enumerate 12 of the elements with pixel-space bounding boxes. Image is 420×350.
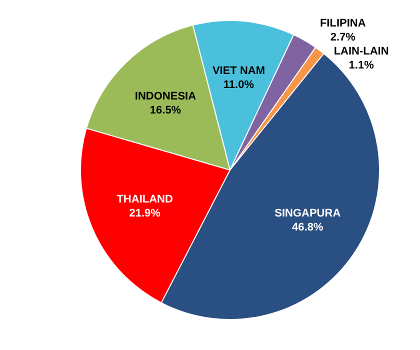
slice-label: FILIPINA	[320, 17, 366, 30]
data-label: 11.0%	[223, 78, 254, 91]
data-label: 2.7%	[330, 31, 356, 44]
data-label: 21.9%	[129, 208, 161, 220]
data-label: 1.1%	[348, 59, 374, 72]
data-label: 16.5%	[150, 104, 182, 116]
slice-label: THAILAND	[116, 194, 173, 206]
slice-label: SINGAPURA	[274, 208, 341, 220]
slice-label: VIET NAM	[212, 64, 266, 77]
slice-label: LAIN-LAIN	[334, 45, 389, 58]
data-label: 46.8%	[292, 222, 324, 234]
slice-label: INDONESIA	[134, 90, 196, 102]
